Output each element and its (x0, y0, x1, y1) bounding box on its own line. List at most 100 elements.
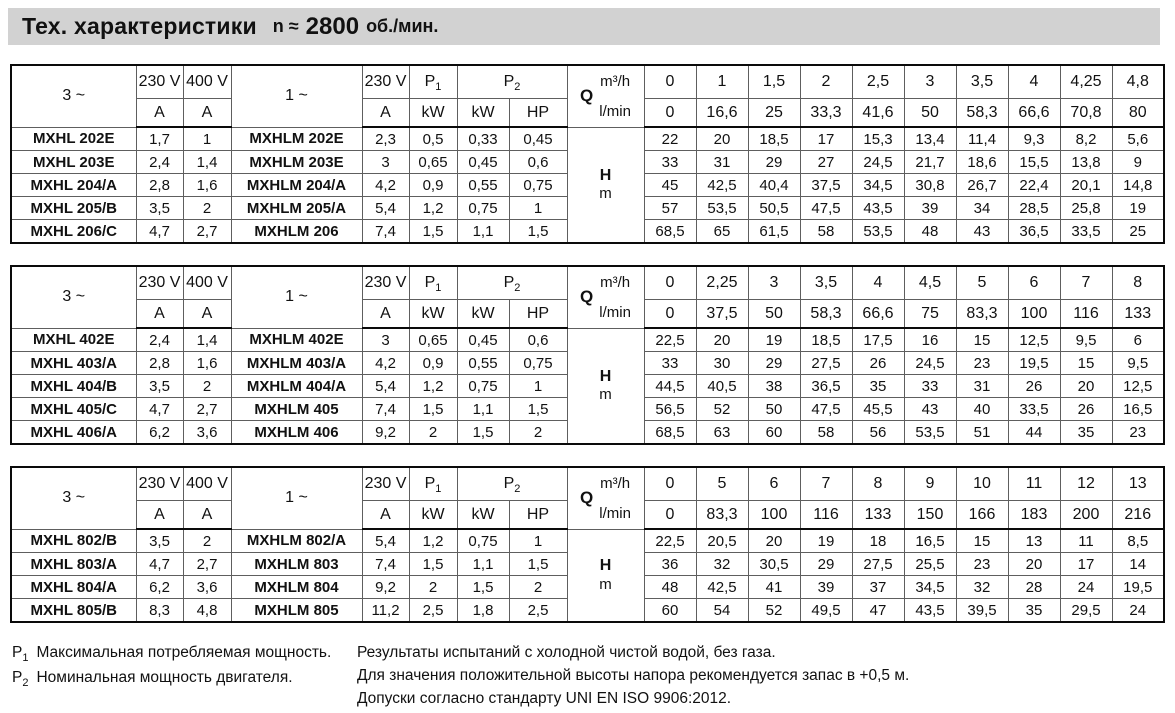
q-unit-m3h: m³/h (600, 474, 631, 492)
model-3phase-cell: MXHL 405/C (10, 397, 137, 421)
current-400v-cell: 2,7 (182, 219, 232, 244)
model-3phase-cell: MXHL 402E (10, 327, 137, 352)
head-value-cell: 41 (747, 575, 801, 599)
q-m3h-value: 8 (851, 466, 905, 501)
current-cell: 11,2 (361, 598, 410, 623)
head-value-cell: 37,5 (799, 173, 853, 197)
head-value-cell: 48 (903, 219, 957, 244)
head-value-cell: 29 (747, 351, 801, 375)
head-value-cell: 13 (1007, 528, 1061, 553)
current-400v-cell: 1,4 (182, 150, 232, 174)
current-cell: 5,4 (361, 528, 410, 553)
head-value-cell: 27,5 (799, 351, 853, 375)
p1-kw-cell: 0,9 (408, 173, 458, 197)
q-m3h-value: 5 (695, 466, 749, 501)
head-value-cell: 22,4 (1007, 173, 1061, 197)
q-m3h-value: 13 (1111, 466, 1165, 501)
q-lmin-value: 83,3 (695, 500, 749, 530)
model-3phase-cell: MXHL 404/B (10, 374, 137, 398)
q-m3h-value: 7 (799, 466, 853, 501)
q-lmin-value: 216 (1111, 500, 1165, 530)
current-230v-cell: 6,2 (135, 420, 184, 445)
header-p1: P1 (408, 466, 458, 501)
head-value-cell: 19,5 (1007, 351, 1061, 375)
head-value-cell: 8,5 (1111, 528, 1165, 553)
p2-hp-cell: 1,5 (508, 552, 568, 576)
head-value-cell: 56,5 (643, 397, 697, 421)
q-lmin-value: 58,3 (955, 98, 1009, 128)
current-230v-cell: 3,5 (135, 528, 184, 553)
head-value-cell: 50 (747, 397, 801, 421)
q-label: Q (580, 287, 594, 307)
head-value-cell: 19 (799, 528, 853, 553)
q-m3h-value: 8 (1111, 265, 1165, 300)
q-lmin-value: 41,6 (851, 98, 905, 128)
head-value-cell: 20 (1059, 374, 1113, 398)
p2-hp-cell: 2 (508, 575, 568, 599)
current-230v-cell: 8,3 (135, 598, 184, 623)
current-cell: 9,2 (361, 420, 410, 445)
head-value-cell: 36,5 (799, 374, 853, 398)
q-lmin-value: 116 (1059, 299, 1113, 329)
header-1phase: 1 ~ (230, 64, 363, 128)
head-value-cell: 31 (955, 374, 1009, 398)
header-230v-single: 230 V (361, 64, 410, 99)
head-value-cell: 43 (955, 219, 1009, 244)
head-value-cell: 42,5 (695, 575, 749, 599)
header-amp: A (182, 500, 232, 530)
head-value-cell: 8,2 (1059, 126, 1113, 151)
q-m3h-value: 1 (695, 64, 749, 99)
head-value-cell: 36 (643, 552, 697, 576)
head-value-cell: 11,4 (955, 126, 1009, 151)
head-value-cell: 22,5 (643, 327, 697, 352)
current-400v-cell: 3,6 (182, 420, 232, 445)
head-value-cell: 16,5 (1111, 397, 1165, 421)
p2-kw-cell: 0,33 (456, 126, 510, 151)
current-400v-cell: 3,6 (182, 575, 232, 599)
q-m3h-value: 4 (1007, 64, 1061, 99)
q-m3h-value: 7 (1059, 265, 1113, 300)
head-value-cell: 35 (1059, 420, 1113, 445)
head-value-cell: 51 (955, 420, 1009, 445)
pump-row: MXHL 204/A 2,8 1,6 MXHLM 204/A 4,2 0,9 0,55 0,7… (10, 173, 1165, 197)
current-230v-cell: 4,7 (135, 219, 184, 244)
head-value-cell: 36,5 (1007, 219, 1061, 244)
head-value-cell: 19,5 (1111, 575, 1165, 599)
p1-kw-cell: 0,9 (408, 351, 458, 375)
header-p2: P2 (456, 265, 568, 300)
head-value-cell: 20 (1007, 552, 1061, 576)
current-400v-cell: 2,7 (182, 397, 232, 421)
head-value-cell: 25 (1111, 219, 1165, 244)
head-value-cell: 5,6 (1111, 126, 1165, 151)
head-value-cell: 38 (747, 374, 801, 398)
head-value-cell: 18,6 (955, 150, 1009, 174)
current-cell: 2,3 (361, 126, 410, 151)
current-230v-cell: 2,4 (135, 150, 184, 174)
q-lmin-value: 83,3 (955, 299, 1009, 329)
p1-kw-cell: 0,65 (408, 150, 458, 174)
q-m3h-value: 3,5 (799, 265, 853, 300)
current-230v-cell: 6,2 (135, 575, 184, 599)
h-label: H (599, 367, 612, 385)
p2-hp-cell: 0,75 (508, 173, 568, 197)
head-value-cell: 43,5 (851, 196, 905, 220)
q-lmin-value: 183 (1007, 500, 1061, 530)
footnote-p2: P2 Номинальная мощность двигателя. (12, 669, 357, 689)
q-m3h-value: 11 (1007, 466, 1061, 501)
head-value-cell: 9,3 (1007, 126, 1061, 151)
head-value-cell: 33 (643, 351, 697, 375)
header-p1: P1 (408, 265, 458, 300)
head-value-cell: 34,5 (903, 575, 957, 599)
current-230v-cell: 4,7 (135, 397, 184, 421)
q-m3h-value: 3 (903, 64, 957, 99)
head-value-cell: 6 (1111, 327, 1165, 352)
model-1phase-cell: MXHLM 203E (230, 150, 363, 174)
head-value-cell: 50,5 (747, 196, 801, 220)
model-1phase-cell: MXHLM 404/A (230, 374, 363, 398)
q-lmin-value: 25 (747, 98, 801, 128)
head-value-cell: 57 (643, 196, 697, 220)
head-value-cell: 16,5 (903, 528, 957, 553)
model-3phase-cell: MXHL 403/A (10, 351, 137, 375)
